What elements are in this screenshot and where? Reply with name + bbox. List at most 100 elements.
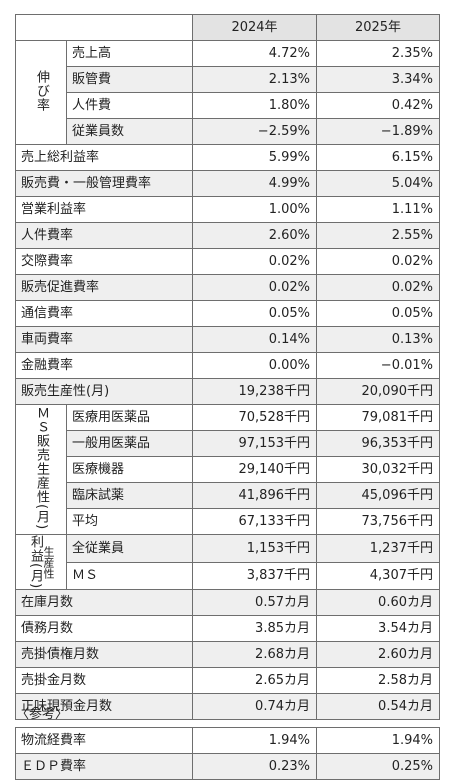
table-row: ＭＳ 3,837千円 4,307千円 xyxy=(16,561,440,591)
table-row: 人件費率 2.60% 2.55% xyxy=(15,222,440,249)
value-2025: 1.11% xyxy=(316,196,440,223)
table-row: 交際費率 0.02% 0.02% xyxy=(15,248,440,275)
value-2024: 3.85カ月 xyxy=(192,615,317,643)
table-row: 従業員数 −2.59% −1.89% xyxy=(16,118,440,145)
row-label: 販売費・一般管理費率 xyxy=(15,170,193,197)
table-row: 臨床試薬 41,896千円 45,096千円 xyxy=(16,482,440,509)
value-2024: 0.14% xyxy=(192,326,317,353)
value-2025: 20,090千円 xyxy=(316,378,440,405)
value-2025: 3.54カ月 xyxy=(316,615,440,643)
value-2025: 0.25% xyxy=(316,753,440,780)
value-2024: 4.72% xyxy=(192,40,317,67)
ms-productivity-group-label: ＭＳ販売生産性(月) xyxy=(15,404,67,535)
row-label: 従業員数 xyxy=(66,118,193,145)
table-row: 物流経費率 1.94% 1.94% xyxy=(15,727,440,754)
row-label: 在庫月数 xyxy=(15,589,193,617)
row-label: 車両費率 xyxy=(15,326,193,353)
value-2024: 41,896千円 xyxy=(192,482,317,509)
header-2024: 2024年 xyxy=(192,14,317,41)
row-label: 販管費 xyxy=(66,66,193,93)
value-2024: 1.80% xyxy=(192,92,317,119)
value-2024: 2.65カ月 xyxy=(192,667,317,695)
value-2025: 0.42% xyxy=(316,92,440,119)
value-2025: 30,032千円 xyxy=(316,456,440,483)
value-2024: 19,238千円 xyxy=(192,378,317,405)
row-label: 通信費率 xyxy=(15,300,193,327)
value-2024: 0.02% xyxy=(192,248,317,275)
row-label: 臨床試薬 xyxy=(66,482,193,509)
table-row: 人件費 1.80% 0.42% xyxy=(16,92,440,119)
row-label: 全従業員 xyxy=(66,534,193,563)
value-2024: 29,140千円 xyxy=(192,456,317,483)
row-label: 売上高 xyxy=(66,40,193,67)
value-2025: 0.02% xyxy=(316,248,440,275)
row-label: 債務月数 xyxy=(15,615,193,643)
row-label: ＭＳ xyxy=(66,561,193,591)
value-2024: 97,153千円 xyxy=(192,430,317,457)
row-label: 売掛金月数 xyxy=(15,667,193,695)
value-2025: 0.60カ月 xyxy=(316,589,440,617)
value-2025: 1.94% xyxy=(316,727,440,754)
value-2025: 2.55% xyxy=(316,222,440,249)
value-2024: 67,133千円 xyxy=(192,508,317,535)
table-row: 伸び率 売上高 4.72% 2.35% xyxy=(15,40,440,145)
row-label: 物流経費率 xyxy=(15,727,193,754)
value-2024: 3,837千円 xyxy=(192,561,317,591)
value-2024: 1,153千円 xyxy=(192,534,317,563)
row-label: 平均 xyxy=(66,508,193,535)
table-row: 販売費・一般管理費率 4.99% 5.04% xyxy=(15,170,440,197)
table-row: 在庫月数 0.57カ月 0.60カ月 xyxy=(15,589,440,617)
table-row: 医療機器 29,140千円 30,032千円 xyxy=(16,456,440,483)
value-2024: 1.00% xyxy=(192,196,317,223)
header-blank xyxy=(15,14,193,41)
value-2024: 70,528千円 xyxy=(192,404,317,431)
table-row: 売掛債権月数 2.68カ月 2.60カ月 xyxy=(15,641,440,669)
value-2025: 0.13% xyxy=(316,326,440,353)
value-2025: 0.05% xyxy=(316,300,440,327)
value-2024: 0.74カ月 xyxy=(192,693,317,721)
value-2024: 0.00% xyxy=(192,352,317,379)
value-2024: 4.99% xyxy=(192,170,317,197)
row-label: 医療機器 xyxy=(66,456,193,483)
value-2025: 2.58カ月 xyxy=(316,667,440,695)
table-row: 売上総利益率 5.99% 6.15% xyxy=(15,144,440,171)
growth-group-label: 伸び率 xyxy=(15,40,67,145)
value-2024: 0.02% xyxy=(192,274,317,301)
table-row: ＥＤＰ費率 0.23% 0.25% xyxy=(15,753,440,780)
table-row: 利益(月) 生産性 全従業員 1,153千円 1,237千円 xyxy=(15,533,440,591)
value-2024: 2.68カ月 xyxy=(192,641,317,669)
value-2025: 96,353千円 xyxy=(316,430,440,457)
row-label: 販売生産性(月) xyxy=(15,378,193,405)
row-label: 人件費 xyxy=(66,92,193,119)
row-label: 売掛債権月数 xyxy=(15,641,193,669)
value-2025: 0.02% xyxy=(316,274,440,301)
value-2024: −2.59% xyxy=(192,118,317,145)
table-row: 通信費率 0.05% 0.05% xyxy=(15,300,440,327)
table-row: 売掛金月数 2.65カ月 2.58カ月 xyxy=(15,667,440,695)
value-2025: 4,307千円 xyxy=(316,561,440,591)
value-2025: 3.34% xyxy=(316,66,440,93)
value-2025: 0.54カ月 xyxy=(316,693,440,721)
table-row: 営業利益率 1.00% 1.11% xyxy=(15,196,440,223)
table-row: 販売生産性(月) 19,238千円 20,090千円 xyxy=(15,378,440,405)
value-2025: −1.89% xyxy=(316,118,440,145)
value-2024: 2.13% xyxy=(192,66,317,93)
value-2024: 1.94% xyxy=(192,727,317,754)
row-label: 医療用医薬品 xyxy=(66,404,193,431)
row-label: 売上総利益率 xyxy=(15,144,193,171)
profit-productivity-group-label: 利益(月) 生産性 xyxy=(15,533,67,591)
header-2025: 2025年 xyxy=(316,14,440,41)
table-row: 平均 67,133千円 73,756千円 xyxy=(16,508,440,535)
value-2025: 2.60カ月 xyxy=(316,641,440,669)
value-2025: 79,081千円 xyxy=(316,404,440,431)
row-label: 販売促進費率 xyxy=(15,274,193,301)
value-2024: 0.57カ月 xyxy=(192,589,317,617)
reference-title: 〈参考〉 xyxy=(16,707,69,722)
row-label: 交際費率 xyxy=(15,248,193,275)
value-2024: 0.23% xyxy=(192,753,317,780)
value-2025: 6.15% xyxy=(316,144,440,171)
row-label: ＥＤＰ費率 xyxy=(15,753,193,780)
table-row: ＭＳ販売生産性(月) 医療用医薬品 70,528千円 79,081千円 xyxy=(15,404,440,535)
table-row: 車両費率 0.14% 0.13% xyxy=(15,326,440,353)
